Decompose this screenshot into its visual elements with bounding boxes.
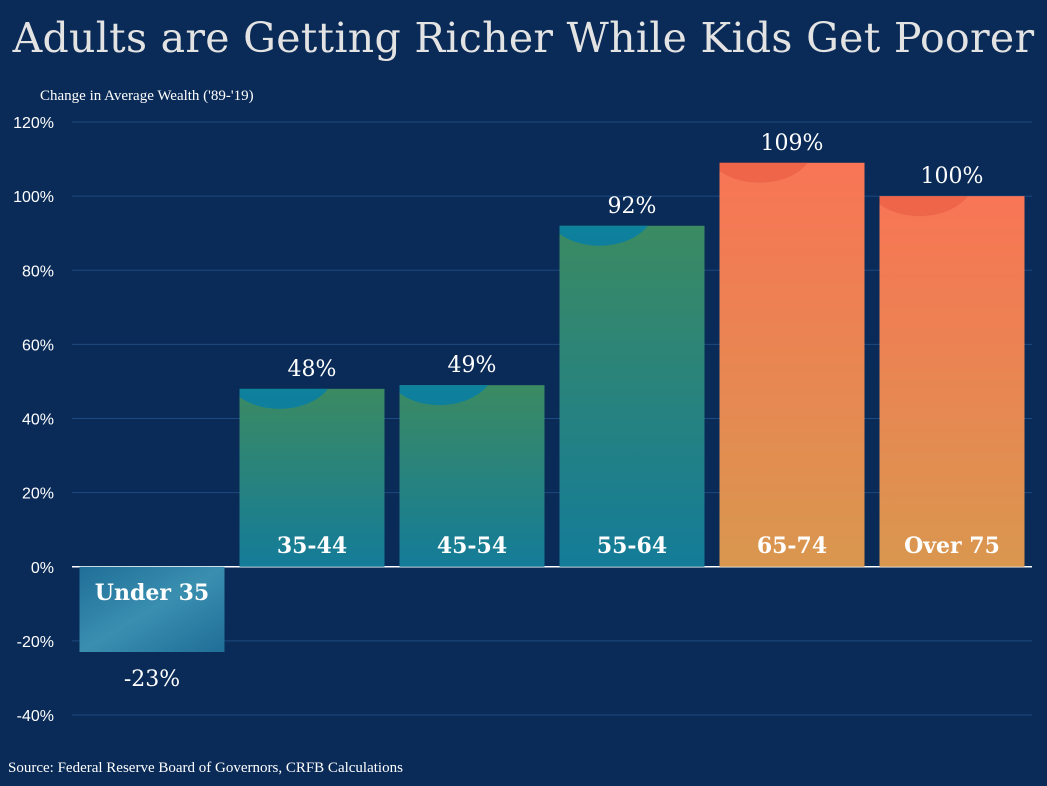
value-label: 49% xyxy=(448,353,497,378)
y-axis-label: Change in Average Wealth ('89-'19) xyxy=(40,88,254,104)
value-label: 100% xyxy=(921,164,984,189)
bar-accent xyxy=(879,196,968,217)
value-label: 109% xyxy=(761,131,824,156)
bar-45-54 xyxy=(399,385,545,567)
bar-65-74 xyxy=(719,162,865,567)
y-tick-label: 120% xyxy=(13,115,54,132)
category-label: 35-44 xyxy=(277,533,347,559)
value-label: -23% xyxy=(124,667,180,692)
category-label: 65-74 xyxy=(757,533,827,559)
bar-accent xyxy=(719,162,808,183)
y-tick-label: 60% xyxy=(22,337,54,354)
y-tick-label: -20% xyxy=(17,634,54,651)
y-tick-label: 80% xyxy=(22,263,54,280)
bar-under-35 xyxy=(79,566,225,652)
category-label: Over 75 xyxy=(904,533,1000,559)
category-label: 55-64 xyxy=(597,533,667,559)
bar-accent xyxy=(559,225,648,246)
value-label: 48% xyxy=(288,357,337,382)
category-label: 45-54 xyxy=(437,533,507,559)
bar-over-75 xyxy=(879,196,1025,567)
source-note: Source: Federal Reserve Board of Governo… xyxy=(8,760,403,776)
category-label: Under 35 xyxy=(95,580,209,606)
bar-accent xyxy=(239,388,328,409)
chart-title: Adults are Getting Richer While Kids Get… xyxy=(12,14,1035,62)
y-tick-label: 0% xyxy=(31,560,54,577)
bar-35-44 xyxy=(239,388,385,567)
y-tick-label: 40% xyxy=(22,412,54,429)
value-label: 92% xyxy=(608,194,657,219)
y-tick-label: 20% xyxy=(22,486,54,503)
bar-accent xyxy=(399,385,488,406)
y-tick-label: 100% xyxy=(13,189,54,206)
bar-55-64 xyxy=(559,225,705,567)
y-tick-label: -40% xyxy=(17,708,54,725)
